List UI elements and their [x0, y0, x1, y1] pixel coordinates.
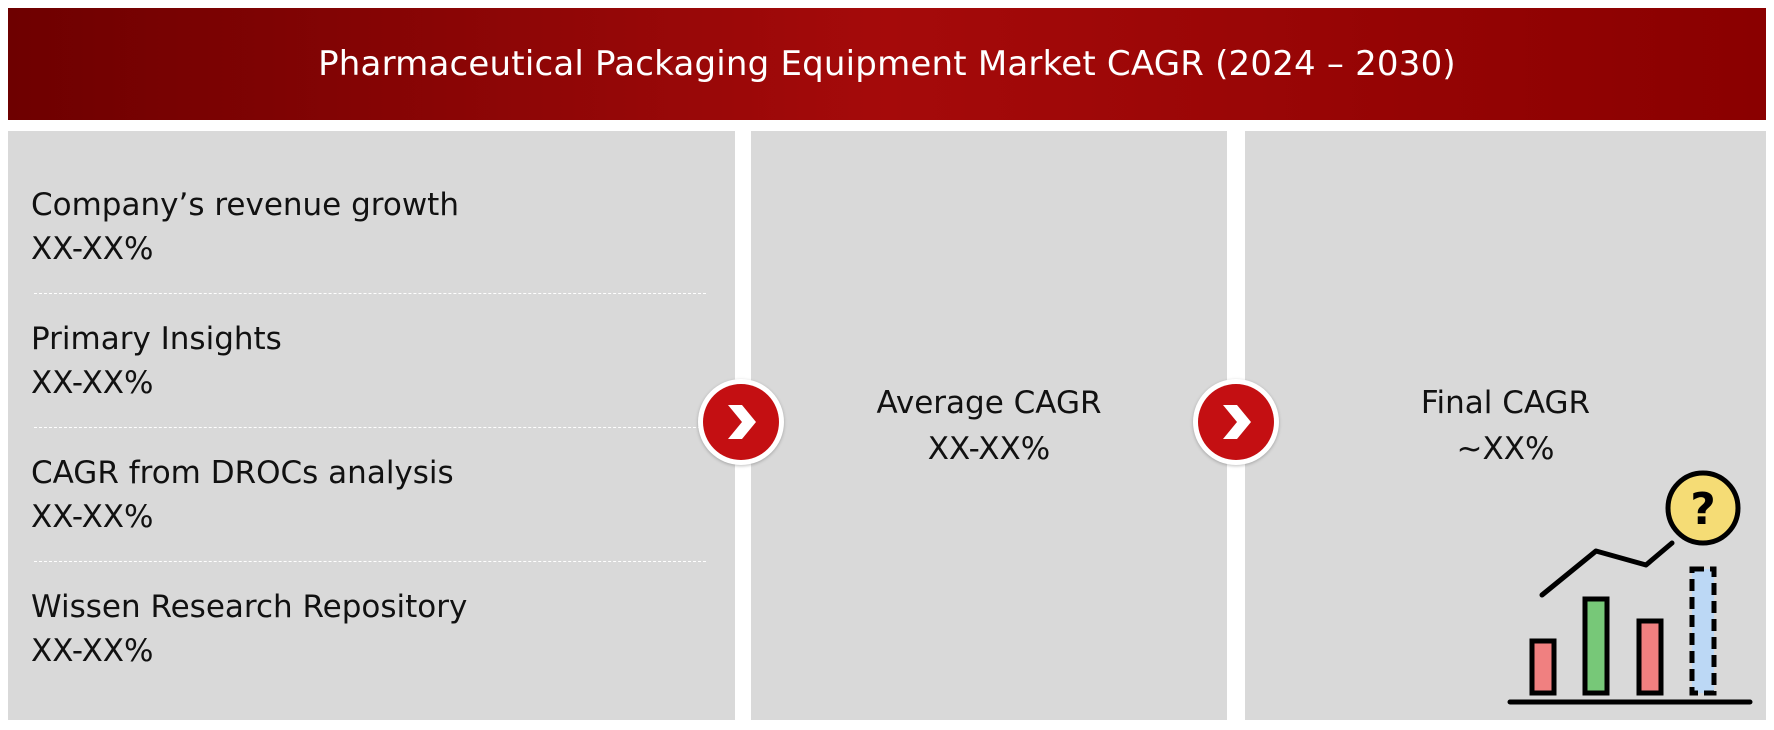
source-value: XX-XX% — [31, 365, 154, 401]
source-value: XX-XX% — [31, 633, 154, 669]
final-panel: Final CAGR ~XX% — [1245, 131, 1766, 720]
header-banner: Pharmaceutical Packaging Equipment Marke… — [8, 8, 1766, 120]
final-label: Final CAGR — [1420, 385, 1591, 421]
source-item: CAGR from DROCs analysis XX-XX% — [31, 451, 454, 539]
source-item: Wissen Research Repository XX-XX% — [31, 585, 467, 673]
svg-text:?: ? — [1690, 484, 1716, 535]
divider — [34, 561, 706, 562]
source-label: Primary Insights — [31, 321, 282, 357]
sources-panel: Company’s revenue growth XX-XX% Primary … — [8, 131, 735, 720]
divider — [34, 427, 706, 428]
source-item: Primary Insights XX-XX% — [31, 317, 282, 405]
average-panel: Average CAGR XX-XX% — [751, 131, 1227, 720]
source-label: Company’s revenue growth — [31, 187, 459, 223]
average-value: XX-XX% — [927, 431, 1051, 467]
source-item: Company’s revenue growth XX-XX% — [31, 183, 459, 271]
divider — [34, 293, 706, 294]
chevron-right-icon — [1193, 379, 1279, 465]
source-label: CAGR from DROCs analysis — [31, 455, 454, 491]
source-value: XX-XX% — [31, 499, 154, 535]
source-label: Wissen Research Repository — [31, 589, 468, 625]
average-label: Average CAGR — [876, 385, 1102, 421]
average-block: Average CAGR XX-XX% — [751, 380, 1227, 472]
source-value: XX-XX% — [31, 231, 154, 267]
final-value: ~XX% — [1456, 431, 1555, 467]
final-block: Final CAGR ~XX% — [1245, 380, 1766, 472]
page-title: Pharmaceutical Packaging Equipment Marke… — [318, 44, 1456, 84]
chevron-right-icon — [698, 379, 784, 465]
growth-chart-question-icon: ? — [1507, 470, 1753, 705]
